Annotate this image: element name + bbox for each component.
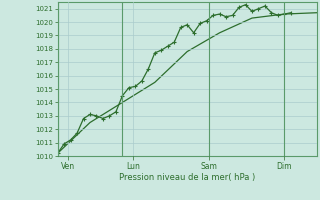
X-axis label: Pression niveau de la mer( hPa ): Pression niveau de la mer( hPa ) bbox=[119, 173, 255, 182]
